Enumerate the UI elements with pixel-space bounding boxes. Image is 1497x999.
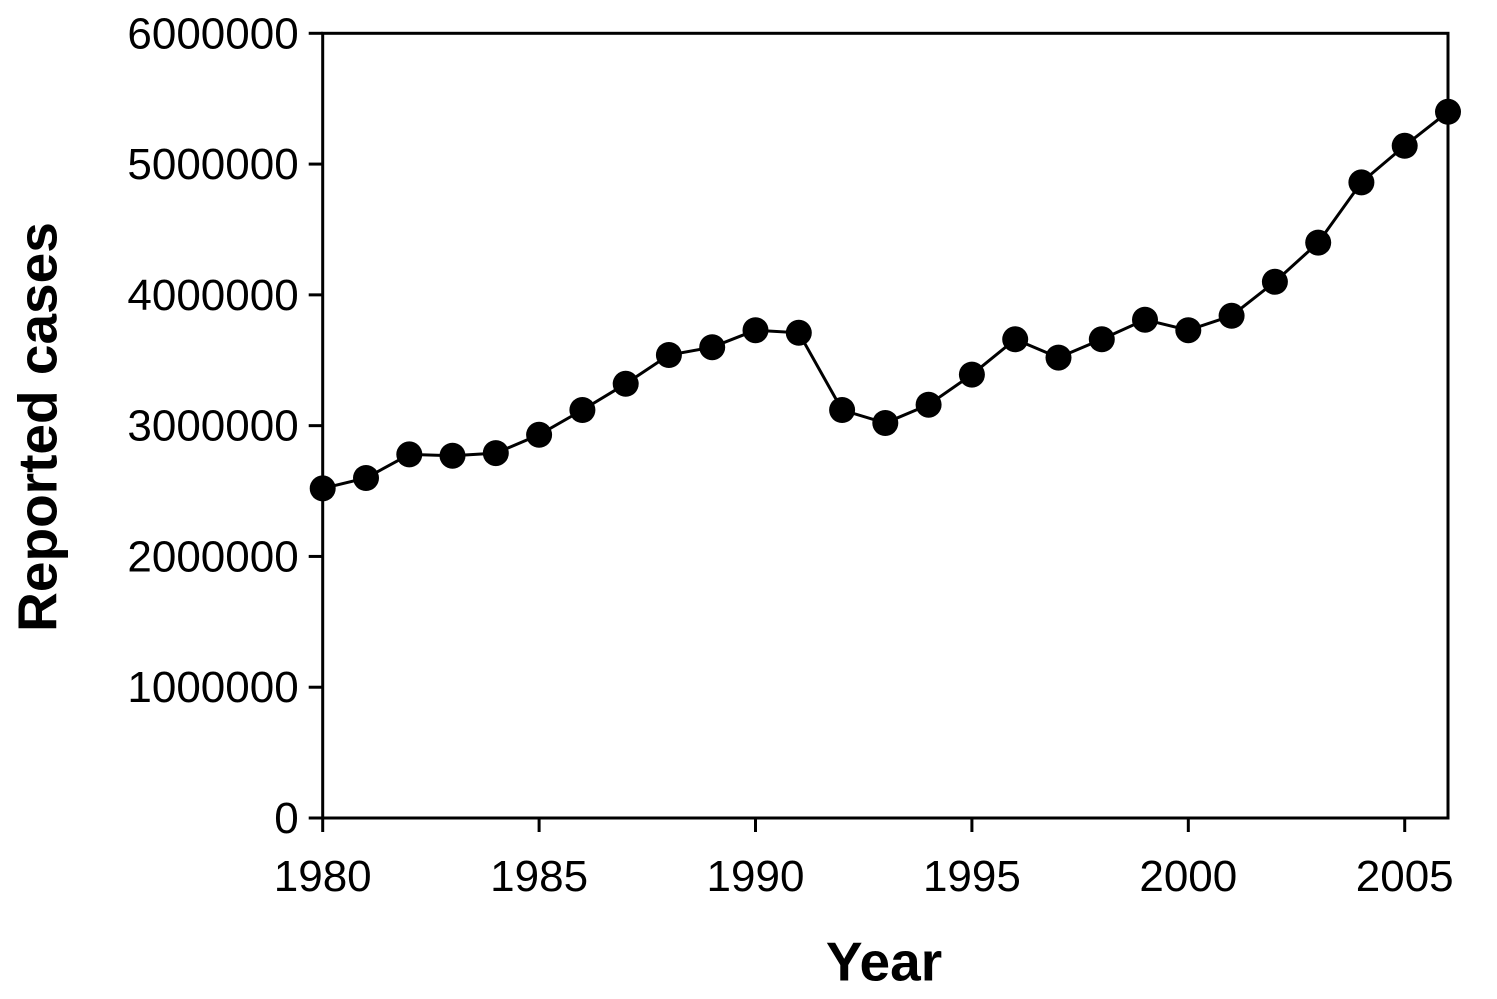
x-axis-tick-label: 2000 [1139,852,1237,901]
data-point [1348,169,1375,196]
data-point [655,342,682,368]
data-point [915,391,942,418]
data-point [699,334,726,361]
y-axis-title: Reported cases [6,222,69,632]
x-axis-tick-label: 1990 [707,852,805,901]
y-axis-tick-label: 3000000 [127,402,298,451]
data-point [612,370,639,397]
x-axis-title: Year [825,930,943,993]
data-point [569,397,596,423]
y-axis-tick-label: 2000000 [127,532,298,581]
x-axis-tick-label: 2005 [1356,852,1454,901]
data-point [526,421,553,448]
data-point [785,319,812,346]
data-point [1088,326,1115,353]
data-point [1218,302,1245,329]
data-point [829,397,856,423]
data-point [1305,229,1332,256]
data-point [1132,306,1158,333]
data-point [1391,132,1418,159]
data-point [439,442,466,469]
data-point [1261,268,1288,295]
y-axis-tick-label: 1000000 [127,663,298,712]
y-axis-tick-label: 5000000 [127,140,298,189]
data-point [1175,317,1202,344]
data-point [1002,326,1029,353]
data-point [742,317,769,344]
y-axis-tick-label: 4000000 [127,271,298,320]
x-axis-tick-label: 1995 [923,852,1021,901]
data-point [1045,344,1072,371]
data-point [958,361,985,388]
data-point [1435,98,1461,125]
data-point [396,441,423,468]
data-point [482,440,509,467]
x-axis-tick-label: 1985 [490,852,588,901]
data-point [872,410,899,436]
y-axis-tick-label: 6000000 [127,9,298,58]
data-point [353,465,379,491]
x-axis-tick-label: 1980 [274,852,372,901]
data-point [309,475,336,502]
y-axis-tick-label: 0 [274,794,298,843]
